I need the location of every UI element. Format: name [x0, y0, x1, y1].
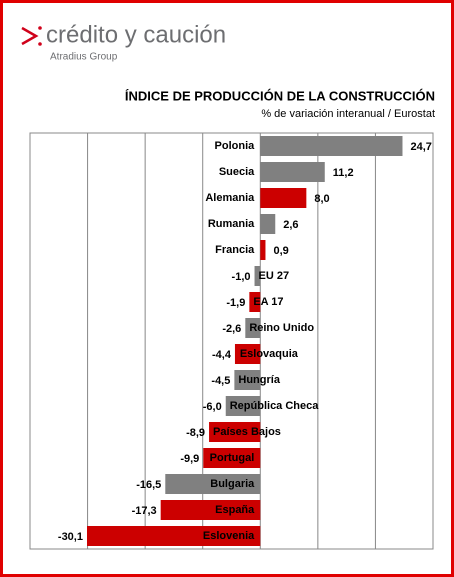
bar	[260, 240, 266, 260]
brand: crédito y caución	[46, 21, 226, 48]
bar	[249, 292, 261, 312]
bar	[209, 422, 261, 442]
logo: crédito y caución Atradius Group	[21, 21, 226, 63]
category-label: EU 27	[259, 270, 290, 282]
logo-dot	[38, 42, 42, 46]
value-label: 24,7	[410, 141, 431, 153]
value-label: 0,9	[273, 245, 288, 257]
category-label: Suecia	[219, 166, 255, 178]
bar	[165, 474, 261, 494]
value-label: -16,5	[136, 479, 161, 491]
category-label: Portugal	[210, 452, 255, 464]
logo-chevron	[21, 26, 39, 46]
bar	[234, 370, 261, 390]
category-label: Francia	[215, 244, 255, 256]
value-label: -6,0	[203, 401, 222, 413]
category-label: Bulgaria	[210, 478, 255, 490]
category-label: Rumania	[208, 218, 255, 230]
value-label: -4,4	[212, 349, 232, 361]
category-label: Alemania	[205, 192, 255, 204]
category-label: Reino Unido	[249, 322, 314, 334]
bar	[245, 318, 261, 338]
value-label: 8,0	[314, 193, 329, 205]
bar	[160, 500, 261, 520]
category-label: España	[215, 504, 255, 516]
bar	[260, 214, 276, 234]
value-label: -8,9	[186, 427, 205, 439]
chart-subtitle: % de variación interanual / Eurostat	[261, 108, 435, 120]
category-label: Eslovenia	[203, 530, 255, 542]
bar	[260, 136, 403, 156]
brand-sub: Atradius Group	[50, 52, 118, 63]
category-label: Hungría	[238, 374, 280, 386]
bar	[260, 188, 307, 208]
value-label: -9,9	[180, 453, 199, 465]
value-label: 11,2	[333, 167, 354, 179]
plot-border	[29, 132, 434, 550]
value-label: 2,6	[283, 219, 298, 231]
logo-dot	[38, 26, 42, 30]
value-label: -2,6	[222, 323, 241, 335]
value-label: -1,9	[226, 297, 245, 309]
category-label: Eslovaquia	[240, 348, 299, 360]
chart-title: ÍNDICE DE PRODUCCIÓN DE LA CONSTRUCCIÓN	[125, 88, 435, 103]
bar	[234, 344, 261, 364]
category-label: Polonia	[215, 140, 256, 152]
category-label: Países Bajos	[213, 426, 281, 438]
bar	[203, 448, 261, 468]
value-label: -4,5	[211, 375, 230, 387]
category-label: República Checa	[230, 400, 320, 412]
value-label: -1,0	[232, 271, 251, 283]
bar	[225, 396, 261, 416]
category-label: EA 17	[253, 296, 283, 308]
value-label: -17,3	[132, 505, 157, 517]
value-label: -30,1	[58, 531, 83, 543]
bar	[254, 266, 261, 286]
bar	[86, 526, 261, 546]
bar	[260, 162, 325, 182]
